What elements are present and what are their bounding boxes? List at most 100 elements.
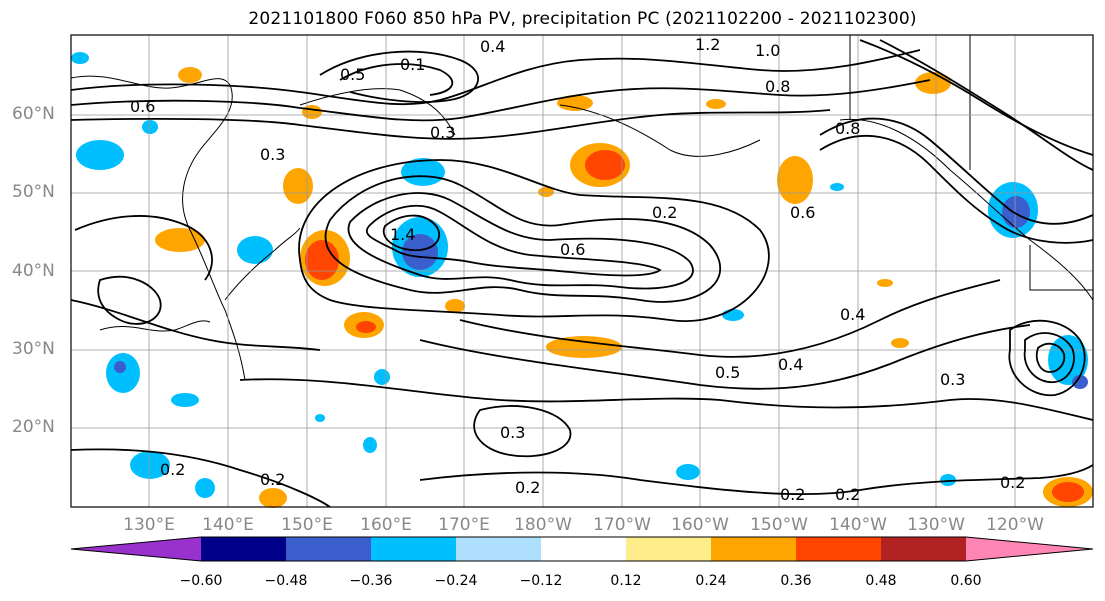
precip-patch xyxy=(445,299,465,313)
precip-patch xyxy=(706,99,726,109)
precip-patch xyxy=(374,369,390,385)
colorbar-segment xyxy=(541,537,626,561)
precip-patch xyxy=(940,474,956,486)
colorbar-tick-label: −0.60 xyxy=(179,573,223,589)
colorbar xyxy=(70,536,1094,562)
colorbar-tick-label: 0.36 xyxy=(780,573,812,589)
contour-label: 0.5 xyxy=(340,65,365,84)
colorbar-extend-low xyxy=(71,537,201,561)
precip-patch xyxy=(315,414,325,422)
contour-label: 0.2 xyxy=(160,460,185,479)
graticule xyxy=(71,35,1093,507)
lon-label: 170°W xyxy=(593,515,651,535)
precip-patch xyxy=(114,361,126,373)
lon-label: 160°E xyxy=(360,515,412,535)
colorbar-extend-high xyxy=(966,537,1093,561)
colorbar-segment xyxy=(371,537,456,561)
contour-label: 0.4 xyxy=(778,355,803,374)
map-border xyxy=(70,34,1094,508)
contour-label: 0.3 xyxy=(260,145,285,164)
lon-label: 170°E xyxy=(438,515,490,535)
contour-label: 0.8 xyxy=(835,119,860,138)
colorbar-segment xyxy=(796,537,881,561)
coastlines xyxy=(70,35,1094,381)
precip-patch xyxy=(171,393,199,407)
contour-label: 0.2 xyxy=(652,203,677,222)
precip-patch xyxy=(259,488,287,508)
precip-patch xyxy=(142,120,158,134)
precip-patch xyxy=(676,464,700,480)
contour-label: 0.3 xyxy=(500,423,525,442)
colorbar-outline xyxy=(70,536,1094,562)
colorbar-segment xyxy=(626,537,711,561)
precip-patch xyxy=(283,168,313,204)
lon-label: 150°E xyxy=(281,515,333,535)
lon-label: 180°W xyxy=(514,515,572,535)
lon-label: 130°W xyxy=(907,515,965,535)
precip-patch xyxy=(363,437,377,453)
lat-label: 50°N xyxy=(12,182,55,202)
precip-patch xyxy=(402,234,438,270)
precip-patch xyxy=(538,187,554,197)
precip-patch xyxy=(891,338,909,348)
lat-label: 20°N xyxy=(12,417,55,437)
contour-label: 1.4 xyxy=(390,225,415,244)
contour-labels: 1.2 1.0 0.8 0.8 0.6 0.6 0.6 0.5 0.5 0.4 … xyxy=(130,35,1025,504)
precip-patch xyxy=(915,72,951,94)
precip-shading xyxy=(71,52,1093,508)
lon-label: 150°W xyxy=(750,515,808,535)
precip-patch xyxy=(76,140,124,170)
colorbar-tick-label: −0.36 xyxy=(349,573,393,589)
precip-patch xyxy=(106,353,140,393)
precip-patch xyxy=(1002,196,1030,228)
lon-label: 140°W xyxy=(829,515,887,535)
precip-patch xyxy=(356,321,376,333)
precip-patch xyxy=(585,150,625,180)
lon-label: 120°W xyxy=(986,515,1044,535)
precip-patch xyxy=(877,279,893,287)
lat-label: 30°N xyxy=(12,339,55,359)
contour-label: 0.2 xyxy=(260,470,285,489)
precip-patch xyxy=(130,451,170,479)
contour-label: 0.8 xyxy=(765,77,790,96)
contour-label: 0.2 xyxy=(835,485,860,504)
colorbar-segment xyxy=(286,537,371,561)
figure-title: 2021101800 F060 850 hPa PV, precipitatio… xyxy=(248,9,917,29)
pv-contours xyxy=(70,39,1094,508)
precip-patch xyxy=(546,336,622,358)
precip-patch xyxy=(305,240,339,280)
colorbar-tick-label: −0.24 xyxy=(434,573,478,589)
precip-patch xyxy=(1052,482,1084,502)
lon-label: 140°E xyxy=(202,515,254,535)
contour-label: 0.4 xyxy=(480,37,505,56)
precip-patch xyxy=(401,158,445,186)
precip-patch xyxy=(1072,375,1088,389)
colorbar-tick-label: 0.60 xyxy=(950,573,982,589)
contour-label: 0.3 xyxy=(940,370,965,389)
lon-label: 130°E xyxy=(123,515,175,535)
colorbar-tick-label: 0.48 xyxy=(865,573,897,589)
contour-label: 0.3 xyxy=(430,123,455,142)
colorbar-tick-label: −0.48 xyxy=(264,573,308,589)
contour-label: 0.2 xyxy=(780,485,805,504)
precip-patch xyxy=(178,67,202,83)
contour-label: 0.1 xyxy=(400,55,425,74)
contour-label: 0.2 xyxy=(515,478,540,497)
colorbar-tick-label: 0.12 xyxy=(610,573,642,589)
precip-patch xyxy=(557,95,593,111)
contour-label: 1.2 xyxy=(695,35,720,54)
contour-label: 0.5 xyxy=(715,363,740,382)
precip-patch xyxy=(830,183,844,191)
contour-label: 0.4 xyxy=(840,305,865,324)
precip-patch xyxy=(302,105,322,119)
colorbar-segment xyxy=(881,537,966,561)
colorbar-segment xyxy=(711,537,796,561)
contour-label: 1.0 xyxy=(755,41,780,60)
precip-patch xyxy=(237,236,273,264)
precip-patch xyxy=(1048,335,1088,385)
contour-label: 0.2 xyxy=(1000,473,1025,492)
colorbar-tick-label: −0.12 xyxy=(519,573,563,589)
colorbar-tick-label: 0.24 xyxy=(695,573,727,589)
precip-patch xyxy=(777,156,813,204)
